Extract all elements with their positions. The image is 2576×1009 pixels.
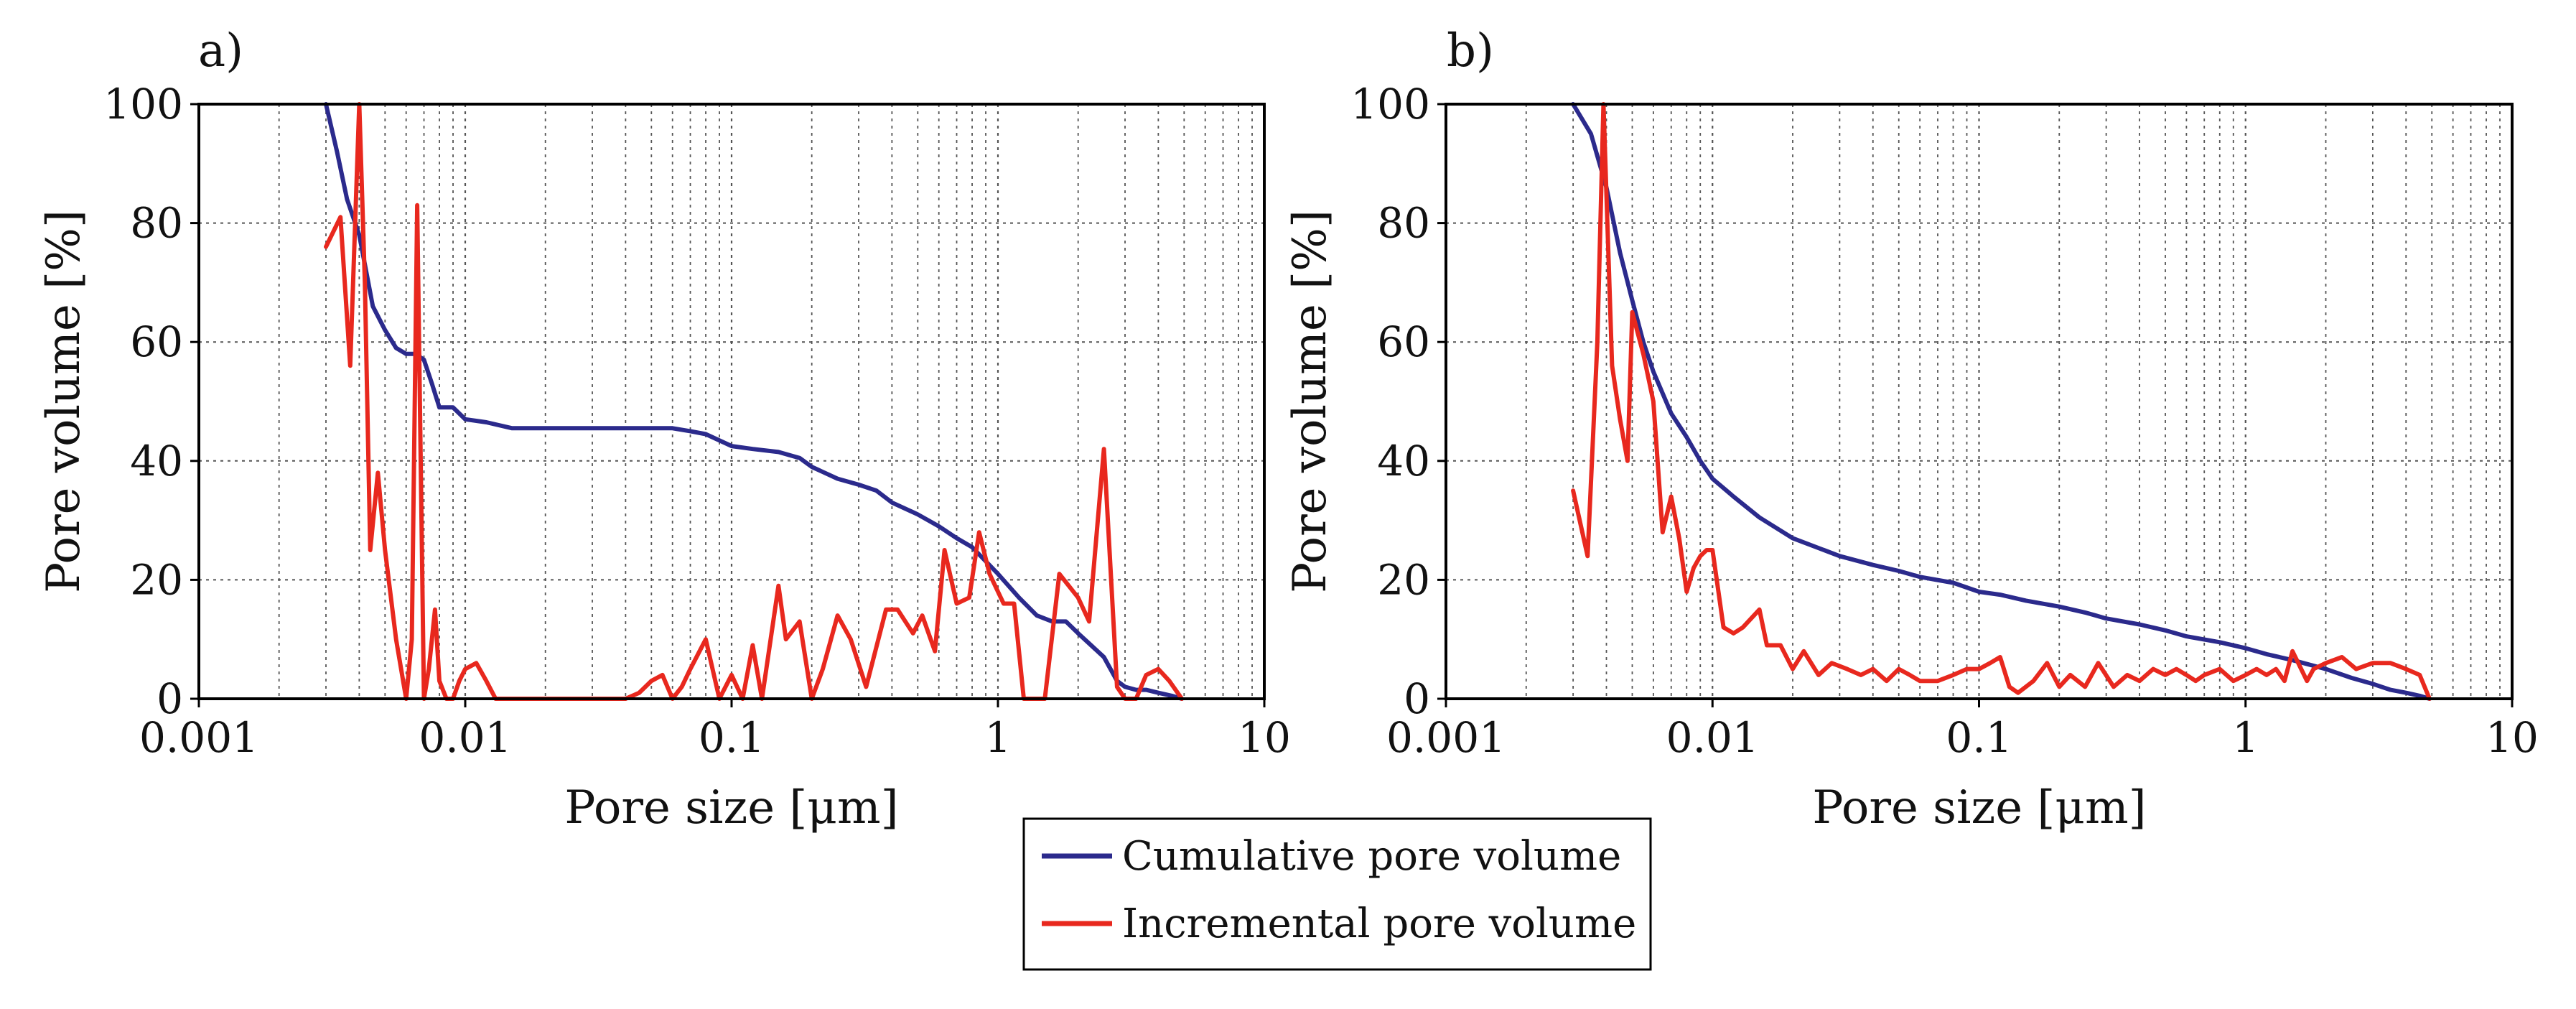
panel-a-ytick-label: 100: [103, 80, 183, 129]
panel-a-ytick-label: 60: [130, 317, 183, 366]
panel-b-ytick-label: 20: [1377, 555, 1430, 604]
panel-a-xtick-label: 10: [1238, 713, 1291, 762]
panel-a: a) 0 20 40 60 80 100 0.001 0.01 0.1 1 10 Pore siz…: [37, 24, 1291, 834]
legend-label-incremental: Incremental pore volume: [1122, 901, 1636, 947]
panel-a-ylabel: Pore volume [%]: [37, 210, 90, 593]
panel-a-xtick-label: 0.01: [419, 713, 511, 762]
panel-a-ytick-label: 40: [130, 437, 183, 485]
panel-b-cumulative-line: [1571, 102, 2432, 701]
panel-a-xtick-label: 1: [985, 713, 1012, 762]
panel-b-xtick-label: 0.01: [1666, 713, 1759, 762]
panel-a-incremental-line: [324, 102, 1185, 701]
panel-a-yticks: 0 20 40 60 80 100: [103, 80, 199, 723]
panel-b-yticks: 0 20 40 60 80 100: [1350, 80, 1446, 723]
legend: Cumulative pore volume Incremental pore …: [1022, 817, 1652, 971]
panel-b-xlabel: Pore size [μm]: [1812, 781, 2146, 834]
panel-b-xtick-label: 10: [2486, 713, 2539, 762]
panel-b-xtick-label: 0.001: [1386, 713, 1506, 762]
panel-a-label: a): [198, 24, 243, 78]
panel-a-xticks: 0.001 0.01 0.1 1 10: [139, 699, 1291, 762]
panel-a-ytick-label: 20: [130, 555, 183, 604]
legend-box: [1022, 817, 1652, 971]
panel-a-ytick-label: 80: [130, 199, 183, 248]
panel-b-ytick-label: 40: [1377, 437, 1430, 485]
panel-b-label: b): [1447, 24, 1494, 78]
panel-b-series: [1571, 102, 2432, 701]
panel-b-grid: [1446, 104, 2512, 699]
panel-b-ytick-label: 80: [1377, 199, 1430, 248]
panel-a-grid: [199, 104, 1264, 699]
panel-a-series: [324, 102, 1185, 701]
panel-b-ylabel: Pore volume [%]: [1284, 210, 1337, 593]
panel-b-xtick-label: 1: [2232, 713, 2259, 762]
panel-b-ytick-label: 100: [1350, 80, 1430, 129]
panel-b-ytick-label: 0: [1404, 674, 1430, 723]
panel-a-ytick-label: 0: [157, 674, 183, 723]
panel-b-xticks: 0.001 0.01 0.1 1 10: [1386, 699, 2539, 762]
panel-a-xlabel: Pore size [μm]: [564, 781, 898, 834]
panel-b-xtick-label: 0.1: [1946, 713, 2012, 762]
panel-b: b) 0 20 40 60 80 100 0.001 0.01 0.1 1 10 Pore siz…: [1284, 24, 2539, 834]
panel-a-xtick-label: 0.001: [139, 713, 258, 762]
legend-label-cumulative: Cumulative pore volume: [1122, 833, 1621, 880]
panel-b-ytick-label: 60: [1377, 317, 1430, 366]
panel-b-incremental-line: [1571, 102, 2432, 701]
panel-a-xtick-label: 0.1: [699, 713, 765, 762]
